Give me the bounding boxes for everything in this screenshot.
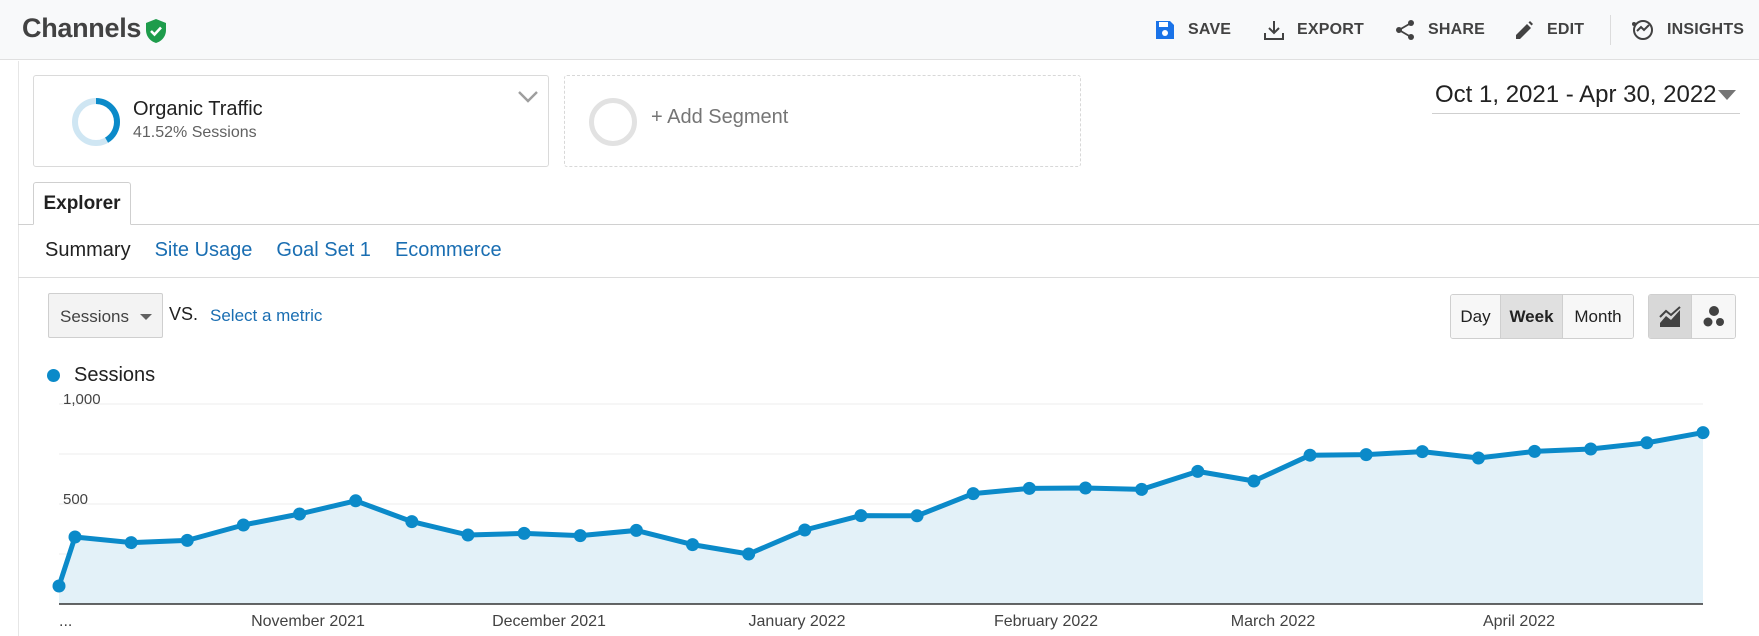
data-point	[910, 509, 924, 523]
sessions-chart: 1,000 500... November 2021 December 2021 Jan…	[52, 391, 1710, 630]
edit-button[interactable]: EDIT	[1513, 17, 1584, 43]
vs-label: VS.	[169, 304, 199, 324]
data-point	[629, 523, 643, 537]
data-point	[349, 494, 363, 508]
x-tick-label: January 2022	[749, 613, 846, 630]
legend-dot	[47, 369, 60, 382]
date-range-text: Oct 1, 2021 - Apr 30, 2022	[1435, 81, 1717, 108]
report-header: Channels SAVE EXPORT SHARE ED	[0, 0, 1759, 60]
floppy-disk-icon	[1156, 21, 1174, 39]
granularity-day-button[interactable]: Day	[1451, 295, 1501, 338]
shield-check-icon	[146, 19, 166, 43]
metric-select[interactable]: Sessions	[48, 293, 163, 338]
data-point	[1528, 444, 1542, 458]
download-icon	[1264, 21, 1284, 40]
subtab-summary[interactable]: Summary	[45, 239, 131, 261]
add-segment-button[interactable]: + Add Segment	[564, 75, 1081, 167]
data-point	[686, 538, 700, 552]
caret-down-icon	[1718, 90, 1736, 100]
granularity-month-button[interactable]: Month	[1563, 295, 1633, 338]
chart-legend: Sessions	[47, 364, 155, 387]
line-chart-button[interactable]	[1649, 295, 1692, 338]
data-point	[854, 509, 868, 523]
y-tick-label: 500	[63, 491, 88, 508]
data-point	[1415, 445, 1429, 459]
x-tick-label: February 2022	[994, 613, 1098, 630]
data-point	[966, 487, 980, 501]
select-metric-link[interactable]: Select a metric	[210, 306, 323, 325]
save-button[interactable]: SAVE	[1154, 17, 1231, 43]
caret-down-icon	[140, 314, 152, 320]
tab-divider	[18, 224, 1759, 225]
data-point	[517, 526, 531, 540]
data-point	[236, 518, 250, 532]
page-title: Channels	[22, 13, 142, 43]
insights-label: INSIGHTS	[1667, 21, 1745, 38]
data-point	[1303, 448, 1317, 462]
x-tick-label: March 2022	[1231, 613, 1316, 630]
segment-share-ring	[72, 98, 120, 146]
data-point	[293, 507, 307, 521]
bubble-chart-icon	[1703, 305, 1724, 326]
data-point	[1135, 482, 1149, 496]
x-tick-label: November 2021	[251, 613, 365, 630]
data-point	[1191, 464, 1205, 478]
data-point	[742, 547, 756, 561]
subtab-goal-set-1[interactable]: Goal Set 1	[276, 239, 371, 261]
tab-explorer[interactable]: Explorer	[33, 182, 131, 225]
insights-button[interactable]: INSIGHTS	[1631, 17, 1744, 43]
subtab-ecommerce[interactable]: Ecommerce	[394, 239, 502, 261]
data-point	[461, 528, 475, 542]
share-label: SHARE	[1428, 21, 1486, 38]
segment-card-organic-traffic[interactable]: Organic Traffic 41.52% Sessions	[33, 75, 549, 167]
share-icon	[1396, 20, 1414, 40]
metric-select-value: Sessions	[60, 307, 129, 326]
data-point	[52, 579, 66, 593]
header-divider	[1610, 15, 1611, 45]
add-segment-label: + Add Segment	[651, 106, 789, 128]
data-point	[1359, 448, 1373, 462]
line-chart-icon	[1659, 305, 1681, 327]
data-point	[573, 529, 587, 543]
motion-chart-button[interactable]	[1692, 295, 1735, 338]
data-point	[1022, 481, 1036, 495]
x-tick-label: ...	[59, 613, 72, 630]
add-segment-ring	[589, 98, 637, 146]
segment-name: Organic Traffic	[133, 98, 263, 120]
data-point	[68, 530, 82, 544]
x-tick-label: April 2022	[1483, 613, 1555, 630]
data-point	[1696, 426, 1710, 440]
y-tick-label: 1,000	[63, 391, 101, 408]
granularity-toggle: Day Week Month	[1450, 294, 1634, 339]
subtab-divider	[18, 277, 1759, 278]
data-point	[1471, 451, 1485, 465]
data-point	[124, 536, 138, 550]
data-point	[1078, 481, 1092, 495]
export-label: EXPORT	[1297, 21, 1364, 38]
legend-label-sessions: Sessions	[74, 364, 156, 386]
save-label: SAVE	[1188, 21, 1232, 38]
data-point	[1247, 474, 1261, 488]
data-point	[798, 523, 812, 537]
pencil-icon	[1516, 21, 1533, 39]
date-range-picker[interactable]: Oct 1, 2021 - Apr 30, 2022	[1432, 78, 1740, 114]
data-point	[180, 533, 194, 547]
insights-icon	[1632, 20, 1653, 40]
data-point	[405, 515, 419, 529]
data-point	[1584, 442, 1598, 456]
chevron-down-icon[interactable]	[517, 90, 539, 104]
explorer-subtabs: Summary Site Usage Goal Set 1 Ecommerce	[45, 239, 526, 263]
subtab-site-usage[interactable]: Site Usage	[154, 239, 253, 261]
edit-label: EDIT	[1547, 21, 1585, 38]
sessions-area	[59, 432, 1703, 604]
chart-type-toggle	[1648, 294, 1736, 339]
granularity-week-button[interactable]: Week	[1501, 295, 1563, 338]
segment-subtitle: 41.52% Sessions	[133, 124, 257, 141]
data-point	[1640, 436, 1654, 450]
export-button[interactable]: EXPORT	[1263, 17, 1364, 43]
share-button[interactable]: SHARE	[1394, 17, 1485, 43]
x-tick-label: December 2021	[492, 613, 606, 630]
